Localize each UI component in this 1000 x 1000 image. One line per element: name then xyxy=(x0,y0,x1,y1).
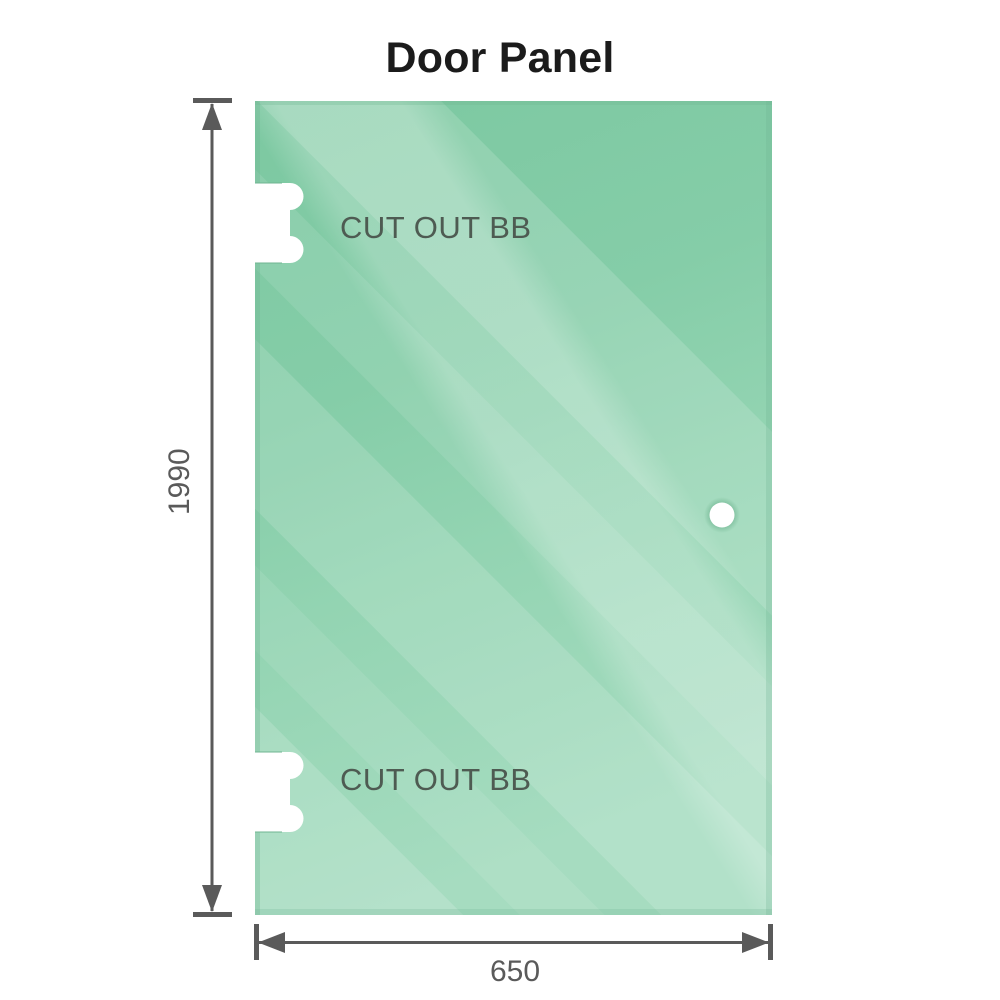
cutout-lower xyxy=(255,751,304,833)
dimension-label-width: 650 xyxy=(489,955,541,988)
width-arrow-left xyxy=(258,932,285,953)
panel-sheen xyxy=(255,101,772,915)
panel-edge-left xyxy=(255,101,260,915)
panel-edge-top xyxy=(255,101,772,105)
dimension-height xyxy=(193,98,232,917)
cutout-label-upper: CUT OUT BB xyxy=(340,210,532,245)
handle-hole-group xyxy=(704,497,740,533)
dimension-width xyxy=(254,924,773,960)
cutout-lower-lobe-bottom xyxy=(276,805,304,832)
cutout-upper-lobe-top xyxy=(276,183,304,210)
height-arrow-top xyxy=(202,103,222,130)
cutout-label-lower: CUT OUT BB xyxy=(340,762,532,797)
cutout-lower-lobe-top xyxy=(276,752,304,779)
cutout-upper-shadow xyxy=(255,182,282,264)
cutout-upper-lobe-bottom xyxy=(276,236,304,263)
width-arrow-right xyxy=(742,932,769,953)
cutout-lower-shadow xyxy=(255,751,282,833)
panel-edge-bottom xyxy=(255,909,772,915)
handle-hole xyxy=(709,502,735,528)
dimension-label-height: 1990 xyxy=(163,448,196,515)
height-arrow-bottom xyxy=(202,885,222,912)
panel-edge-right xyxy=(766,101,772,915)
cutout-upper xyxy=(255,182,304,264)
page-title: Door Panel xyxy=(385,34,615,82)
